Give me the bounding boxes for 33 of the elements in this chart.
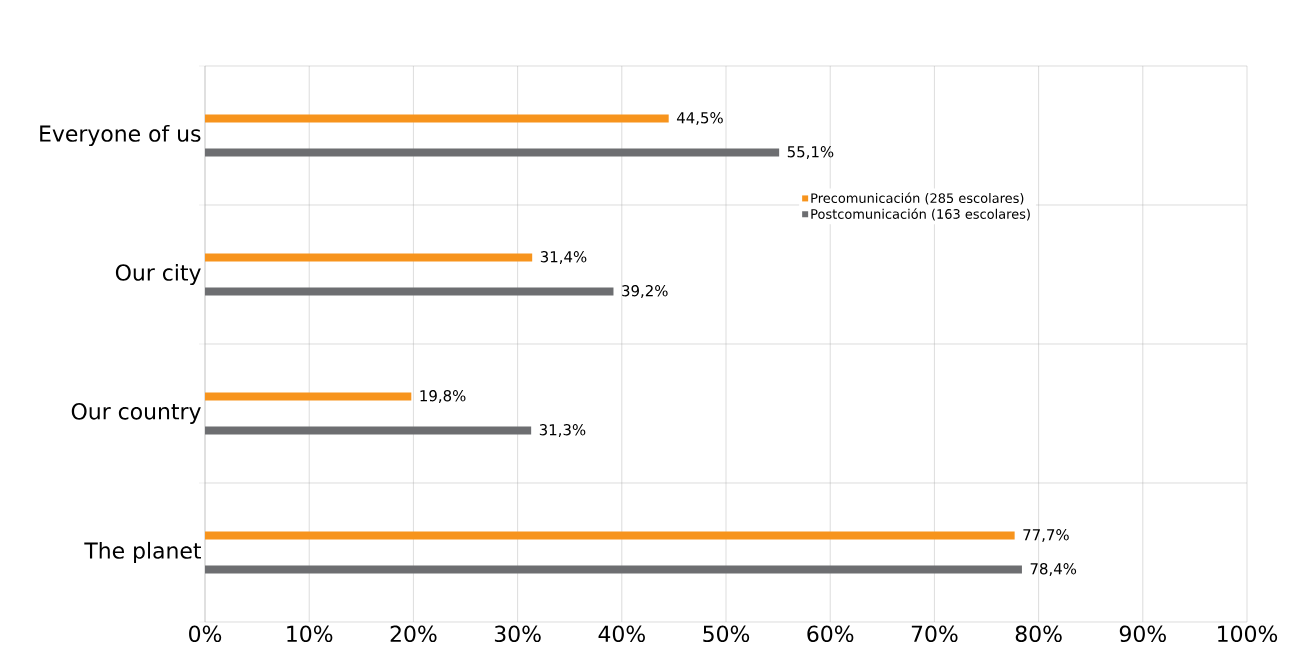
x-tick-label: 80% — [1015, 625, 1062, 642]
bar — [205, 565, 1022, 574]
y-tick-label: The planet — [84, 541, 201, 563]
data-label: 44,5% — [676, 111, 723, 125]
x-tick-label: 40% — [598, 625, 645, 642]
data-label: 77,7% — [1023, 528, 1069, 542]
bar — [205, 287, 614, 296]
x-tick-label: 20% — [390, 625, 437, 642]
data-label: 78,4% — [1030, 562, 1077, 576]
legend-label: Postcomunicación (163 escolares) — [811, 208, 1030, 221]
data-label: 31,4% — [540, 250, 587, 264]
x-tick-label: 70% — [911, 625, 958, 642]
x-tick-label: 0% — [189, 625, 222, 642]
x-tick-label: 100% — [1218, 625, 1278, 642]
y-tick-label: Our country — [71, 402, 201, 424]
x-tick-label: 60% — [807, 625, 854, 642]
x-tick-label: 50% — [703, 625, 750, 642]
y-tick-label: Our city — [115, 263, 201, 285]
x-tick-label: 30% — [494, 625, 541, 642]
bar — [205, 531, 1015, 540]
data-label: 39,2% — [622, 284, 668, 298]
legend-label: Precomunicación (285 escolares) — [811, 192, 1024, 205]
y-tick-label: Everyone of us — [40, 124, 201, 146]
bar — [205, 392, 412, 401]
bar — [205, 148, 780, 157]
data-label: 55,1% — [787, 145, 834, 159]
bar — [205, 426, 532, 435]
bar — [205, 114, 669, 123]
x-tick-label: 10% — [287, 625, 333, 642]
x-tick-label: 90% — [1119, 625, 1166, 642]
bar — [205, 253, 533, 262]
data-label: 19,8% — [420, 389, 466, 403]
data-label: 31,3% — [539, 423, 586, 437]
